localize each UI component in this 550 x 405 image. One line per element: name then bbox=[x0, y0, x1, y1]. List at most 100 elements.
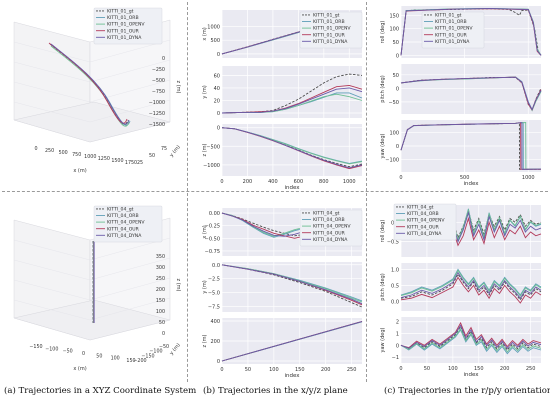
x-tick-label: 1000 bbox=[522, 175, 535, 181]
z-tick-label: 250 bbox=[156, 276, 165, 282]
x-tick-label: 800 bbox=[319, 179, 329, 185]
series-line-openv bbox=[400, 327, 542, 353]
subplot-2: 0 200 400 0 50 100 150 200 250 z (m) bbox=[202, 318, 363, 373]
grid-line-3d bbox=[13, 101, 91, 123]
x-tick-label: 0 bbox=[34, 146, 37, 152]
x-tick-label: 50 bbox=[96, 353, 102, 359]
y-tick-label: −150 bbox=[141, 353, 154, 359]
legend-entry: KITTI_04_OUR bbox=[313, 230, 346, 236]
x-tick-label: 750 bbox=[72, 152, 81, 158]
series-line-our bbox=[221, 84, 363, 114]
y-tick-label: −5.0 bbox=[208, 291, 220, 297]
legend-entry: KITTI_01_DYNA bbox=[107, 35, 142, 41]
series-line-orb bbox=[400, 329, 542, 355]
x-tick-label: 1500 bbox=[111, 158, 123, 164]
grid-line-3d bbox=[89, 59, 171, 83]
caption-b: (b) Trajectories in the x/y/z plane bbox=[203, 386, 348, 396]
y-tick-label: −100 bbox=[385, 158, 399, 164]
series-line-dyna bbox=[221, 264, 363, 305]
series-line-dyna bbox=[400, 7, 542, 56]
legend-entry: KITTI_01_OUR bbox=[435, 32, 468, 38]
caption-c: (c) Trajectories in the r/p/y orientatio… bbox=[384, 386, 550, 396]
y-tick-label: 200 bbox=[210, 339, 220, 345]
series-line-dyna bbox=[400, 324, 542, 350]
grid-line-3d bbox=[89, 297, 171, 321]
y-tick-label: 1 bbox=[396, 332, 399, 338]
y-tick-label: −500 bbox=[206, 144, 220, 150]
x-tick-label: 200 bbox=[243, 179, 253, 185]
y-axis-label: yaw (deg) bbox=[380, 327, 386, 352]
series-line-our bbox=[400, 321, 542, 349]
x-tick-label: 500 bbox=[460, 175, 470, 181]
legend-entry: KITTI_04_DYNA bbox=[407, 231, 442, 237]
series-line-dyna bbox=[400, 271, 542, 299]
legend-entry: KITTI_04_DYNA bbox=[107, 233, 142, 239]
x-tick-label: 1000 bbox=[343, 179, 356, 185]
grid-line-3d bbox=[13, 279, 91, 301]
y-tick-label: 100 bbox=[389, 130, 399, 136]
trajectory-3d-dyna bbox=[50, 43, 130, 125]
z-tick-label: 50 bbox=[159, 320, 165, 326]
y-tick-label: 400 bbox=[210, 319, 220, 325]
y-tick-label: 1000 bbox=[207, 24, 220, 30]
z-axis-label: z (m) bbox=[175, 81, 181, 94]
panel-kitti_04-xyz-vs-index: 0.00 −0.25 −0.50 −0.75 x (m) 0.0 −2.5 −5.0 −7.5 y… bbox=[202, 208, 363, 379]
subplot-1: −50 0 50 pitch (deg) bbox=[380, 64, 542, 114]
x-axis-label: x (m) bbox=[73, 168, 86, 174]
z-tick-label: 300 bbox=[156, 265, 165, 271]
grid-line-3d bbox=[13, 239, 91, 261]
series-line-dyna bbox=[400, 122, 542, 170]
legend-box bbox=[393, 203, 457, 241]
y-tick-label: 50 bbox=[149, 153, 155, 159]
y-tick-label: 150 bbox=[389, 13, 399, 19]
x-axis-label: index bbox=[284, 373, 300, 379]
legend-entry: KITTI_01_ORB bbox=[435, 19, 467, 25]
y-axis-label: y (m) bbox=[202, 280, 208, 293]
x-tick-label: 1000 bbox=[84, 154, 96, 160]
legend-entry: KITTI_04_gt bbox=[313, 211, 340, 217]
column-separator-2 bbox=[366, 2, 367, 382]
series-line-orb bbox=[400, 268, 542, 296]
y-tick-label: −0.25 bbox=[205, 224, 220, 230]
series-line-dyna bbox=[400, 76, 542, 111]
legend-entry: KITTI_04_OUR bbox=[407, 224, 440, 230]
x-tick-label: 500 bbox=[59, 150, 68, 156]
legend-entry: KITTI_01_gt bbox=[435, 13, 462, 19]
y-axis-label: pitch (deg) bbox=[380, 273, 386, 300]
legend-entry: KITTI_04_gt bbox=[407, 205, 434, 211]
x-tick-label: 1750 bbox=[125, 160, 137, 166]
legend-box bbox=[93, 7, 163, 45]
y-tick-label: 100 bbox=[389, 27, 399, 33]
series-line-gt bbox=[400, 209, 542, 239]
legend-box bbox=[93, 205, 163, 243]
y-axis-label: x (m) bbox=[202, 225, 208, 238]
grid-line-3d bbox=[13, 61, 91, 83]
y-tick-label: 2 bbox=[396, 320, 399, 326]
y-tick-label: 0 bbox=[217, 126, 220, 132]
z-tick-label: 150 bbox=[156, 298, 165, 304]
y-tick-label: −1000 bbox=[203, 163, 220, 169]
row-separator bbox=[2, 191, 548, 192]
y-tick-label: 0 bbox=[217, 52, 220, 58]
subplot-2: 0 −500 −1000 0 200 400 600 800 1000 z (m) bbox=[202, 124, 363, 185]
legend-box bbox=[299, 209, 363, 247]
x-tick-label: 250 bbox=[347, 367, 357, 373]
y-tick-label: 50 bbox=[393, 40, 399, 46]
x-tick-label: 600 bbox=[294, 179, 304, 185]
y-axis-label: roll (deg) bbox=[380, 21, 386, 44]
x-tick-label: 400 bbox=[268, 179, 278, 185]
x-tick-label: 0 bbox=[220, 179, 223, 185]
grid-line-3d bbox=[13, 299, 91, 321]
x-tick-label: −100 bbox=[45, 346, 58, 352]
y-tick-label: −0.5 bbox=[387, 240, 399, 246]
x-tick-label: 150 bbox=[295, 367, 305, 373]
y-tick-label: −1 bbox=[392, 355, 399, 361]
legend-entry: KITTI_01_OPENV bbox=[435, 26, 473, 32]
x-axis-label: x (m) bbox=[73, 366, 86, 372]
x-tick-label: 150 bbox=[474, 366, 484, 372]
y-tick-label: −200 bbox=[133, 358, 146, 364]
y-tick-label: 20 bbox=[214, 98, 220, 104]
y-tick-label: −100 bbox=[149, 349, 162, 355]
grid-line-3d bbox=[89, 257, 171, 281]
